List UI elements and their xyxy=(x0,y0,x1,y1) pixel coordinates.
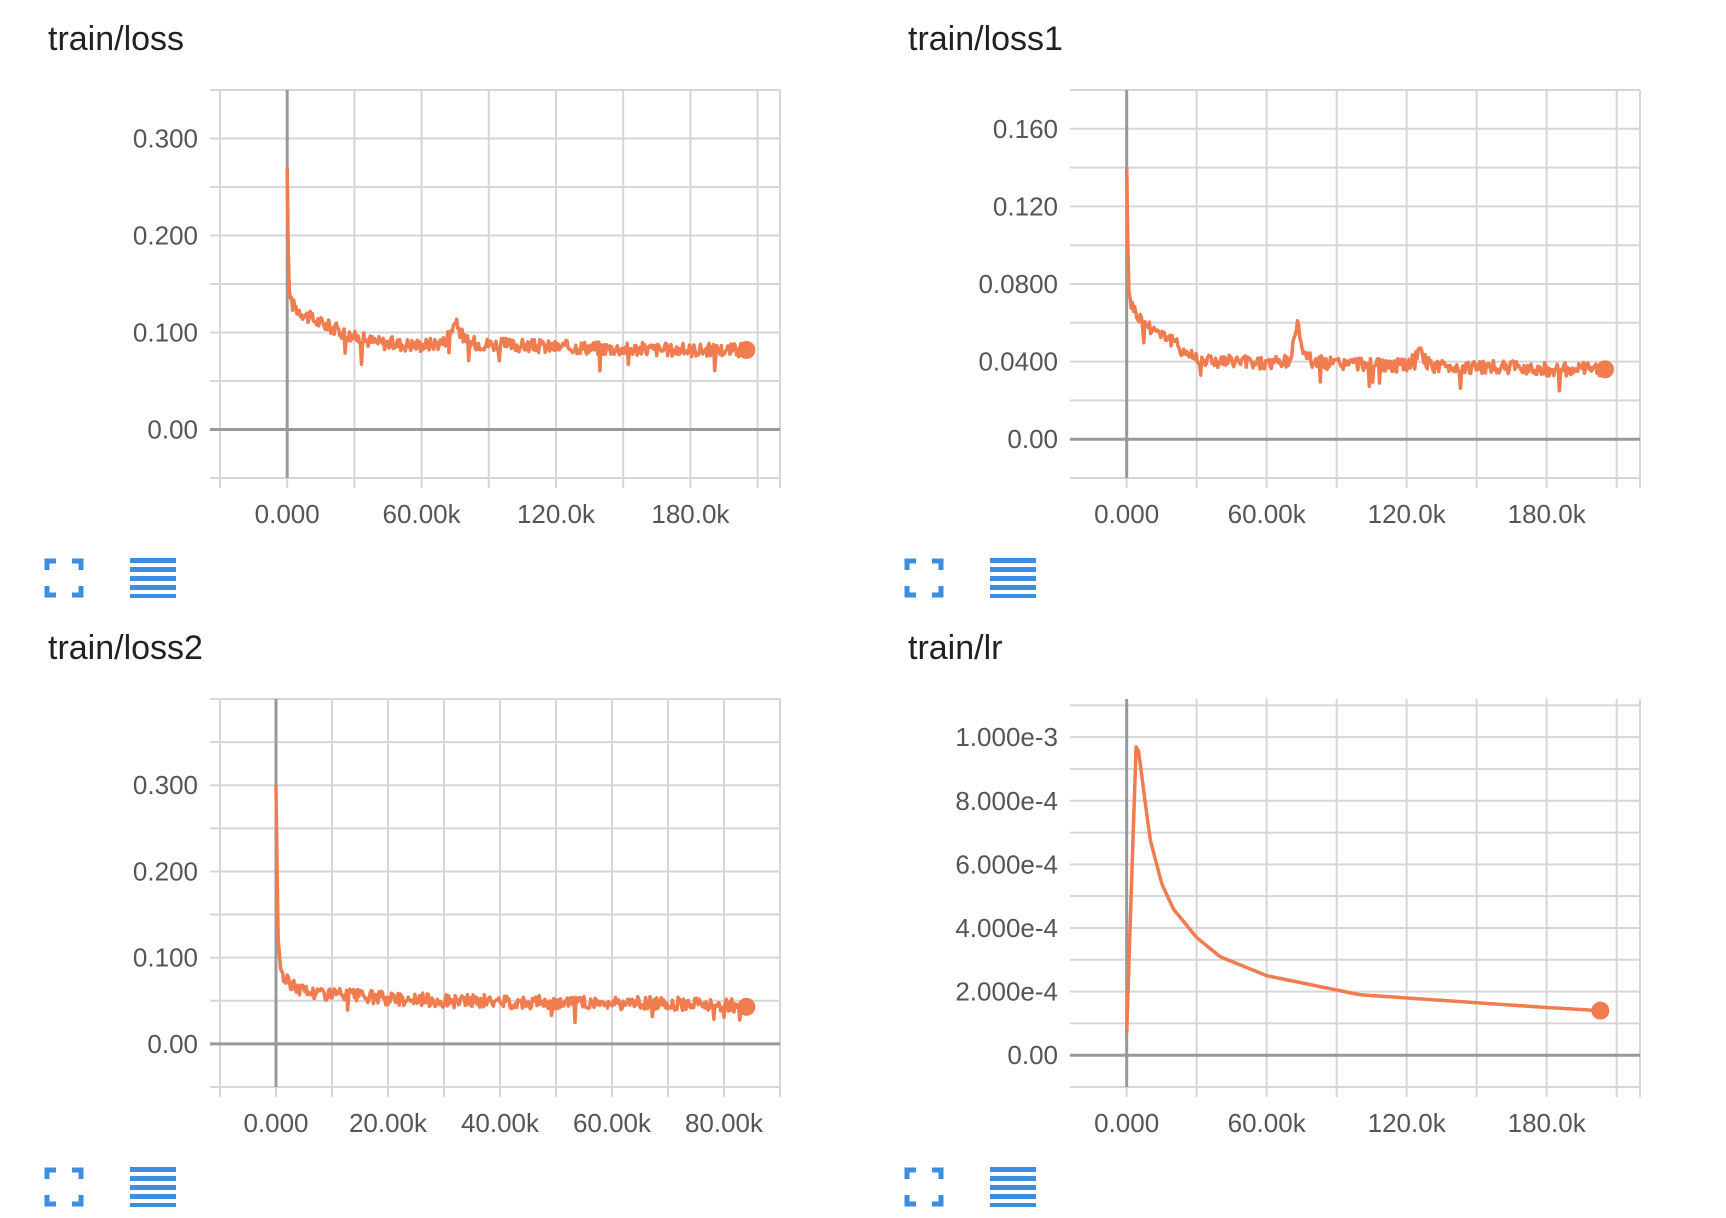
y-tick-label: 0.200 xyxy=(133,856,198,886)
y-tick-label: 0.300 xyxy=(133,770,198,800)
x-tick-label: 60.00k xyxy=(1228,499,1307,529)
x-tick-label: 180.0k xyxy=(1508,499,1587,529)
y-tick-label: 0.160 xyxy=(993,114,1058,144)
y-tick-label: 0.00 xyxy=(147,415,198,445)
x-tick-label: 20.00k xyxy=(349,1108,428,1138)
expand-icon[interactable] xyxy=(904,558,944,598)
x-tick-label: 0.000 xyxy=(1094,1108,1159,1138)
chart-title: train/loss2 xyxy=(48,629,203,667)
y-tick-label: 0.00 xyxy=(147,1029,198,1059)
series-endpoint xyxy=(737,340,756,359)
y-tick-label: 0.100 xyxy=(133,943,198,973)
x-tick-label: 0.000 xyxy=(1094,499,1159,529)
chart-plot: 0.00 2.000e-4 4.000e-4 6.000e-4 8.000e-4 1.00… xyxy=(955,699,1641,1138)
y-tick-label: 0.100 xyxy=(133,318,198,348)
x-tick-label: 0.000 xyxy=(243,1108,308,1138)
chart-card-train-lr: train/lr 0.00 2.000e-4 4.000e-4 6.000e-4 8.0… xyxy=(860,609,1720,1218)
x-tick-label: 120.0k xyxy=(517,499,596,529)
chart-plot: 0.00 0.100 0.200 0.300 0.000 60.00k 120.0k 180.… xyxy=(133,89,781,529)
y-tick-label: 0.00 xyxy=(1007,1040,1058,1070)
x-tick-label: 60.00k xyxy=(573,1108,652,1138)
y-tick-label: 6.000e-4 xyxy=(955,849,1058,879)
y-tick-label: 0.0800 xyxy=(978,269,1058,299)
x-tick-label: 0.000 xyxy=(255,499,320,529)
list-icon[interactable] xyxy=(988,556,1038,600)
series-endpoint xyxy=(1596,360,1614,379)
series-line xyxy=(1124,745,1601,1033)
y-tick-label: 1.000e-3 xyxy=(955,722,1058,752)
y-tick-label: 0.300 xyxy=(133,124,198,154)
list-icon[interactable] xyxy=(128,1165,178,1209)
series-endpoint xyxy=(737,997,756,1016)
expand-icon[interactable] xyxy=(904,1167,944,1207)
chart-plot: 0.00 0.0400 0.0800 0.120 0.160 0.000 60.00k 120… xyxy=(978,89,1641,529)
chart-card-train-loss2: train/loss2 0.00 0.100 0.200 0.300 0.000 20.0… xyxy=(0,609,860,1218)
list-icon[interactable] xyxy=(988,1165,1038,1209)
x-tick-label: 80.00k xyxy=(685,1108,764,1138)
x-tick-label: 60.00k xyxy=(1228,1108,1307,1138)
expand-icon[interactable] xyxy=(44,1167,84,1207)
chart-title: train/loss xyxy=(48,20,185,58)
y-tick-label: 0.00 xyxy=(1007,424,1058,454)
y-tick-label: 8.000e-4 xyxy=(955,786,1058,816)
x-tick-label: 40.00k xyxy=(461,1108,540,1138)
x-tick-label: 120.0k xyxy=(1368,499,1447,529)
chart-card-train-loss1: train/loss1 0.00 0.0400 0.0800 0.120 0.160 0.… xyxy=(860,0,1720,609)
chart-card-train-loss: train/loss 0.00 0.100 0.200 0.300 0.000 60.00… xyxy=(0,0,860,609)
chart-title: train/lr xyxy=(908,629,1003,667)
y-tick-label: 0.200 xyxy=(133,221,198,251)
expand-icon[interactable] xyxy=(44,558,84,598)
chart-title: train/loss1 xyxy=(908,20,1063,58)
x-tick-label: 60.00k xyxy=(383,499,462,529)
x-tick-label: 180.0k xyxy=(1508,1108,1587,1138)
series-line xyxy=(274,785,749,1025)
chart-plot: 0.00 0.100 0.200 0.300 0.000 20.00k 40.00k 60.0… xyxy=(133,698,781,1138)
x-tick-label: 120.0k xyxy=(1368,1108,1447,1138)
series-line xyxy=(1124,167,1606,393)
x-tick-label: 180.0k xyxy=(651,499,730,529)
list-icon[interactable] xyxy=(128,556,178,600)
series-line xyxy=(285,167,749,373)
series-endpoint xyxy=(1591,1001,1610,1020)
y-tick-label: 0.120 xyxy=(993,191,1058,221)
y-tick-label: 4.000e-4 xyxy=(955,913,1058,943)
y-tick-label: 2.000e-4 xyxy=(955,977,1058,1007)
y-tick-label: 0.0400 xyxy=(978,347,1058,377)
